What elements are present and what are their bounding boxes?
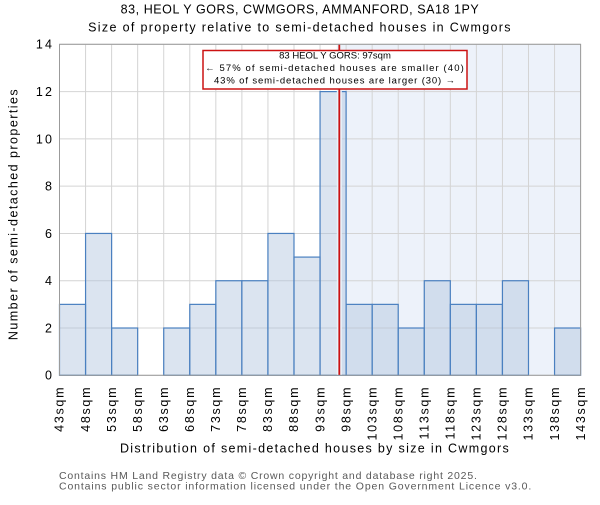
svg-text:83sqm: 83sqm [261,386,275,432]
svg-text:48sqm: 48sqm [79,386,93,432]
svg-text:2: 2 [45,321,54,335]
svg-text:Number of semi-detached proper: Number of semi-detached properties [7,88,21,340]
svg-text:128sqm: 128sqm [496,386,510,441]
svg-text:143sqm: 143sqm [574,386,588,441]
svg-text:6: 6 [45,227,54,241]
svg-text:98sqm: 98sqm [339,386,353,432]
svg-text:12: 12 [36,85,54,99]
svg-text:113sqm: 113sqm [417,386,431,440]
svg-text:Contains public sector informa: Contains public sector information licen… [59,481,532,493]
svg-text:118sqm: 118sqm [444,386,458,440]
svg-text:43% of semi-detached houses ar: 43% of semi-detached houses are larger (… [214,76,456,87]
svg-text:103sqm: 103sqm [365,386,379,441]
svg-text:0: 0 [45,369,54,383]
svg-text:58sqm: 58sqm [131,386,145,432]
svg-text:93sqm: 93sqm [313,386,327,432]
svg-text:43sqm: 43sqm [53,386,67,432]
svg-text:Size of property relative to s: Size of property relative to semi-detach… [88,21,512,35]
svg-text:10: 10 [36,132,54,146]
svg-text:53sqm: 53sqm [105,386,119,432]
svg-text:83 HEOL Y GORS: 97sqm: 83 HEOL Y GORS: 97sqm [279,51,391,62]
svg-text:73sqm: 73sqm [209,386,223,432]
svg-text:Contains HM Land Registry data: Contains HM Land Registry data © Crown c… [59,470,478,482]
svg-text:123sqm: 123sqm [470,386,484,441]
svg-text:138sqm: 138sqm [548,386,562,441]
svg-text:108sqm: 108sqm [391,386,405,441]
svg-text:83, HEOL Y GORS, CWMGORS, AMMA: 83, HEOL Y GORS, CWMGORS, AMMANFORD, SA1… [121,3,480,17]
svg-text:133sqm: 133sqm [522,386,536,441]
svg-text:8: 8 [45,180,54,194]
svg-text:63sqm: 63sqm [157,386,171,432]
svg-text:68sqm: 68sqm [183,386,197,432]
svg-text:← 57% of semi-detached houses: ← 57% of semi-detached houses are smalle… [205,63,465,74]
svg-text:78sqm: 78sqm [235,386,249,432]
svg-text:4: 4 [45,274,54,288]
svg-text:Distribution of semi-detached: Distribution of semi-detached houses by … [120,442,510,456]
svg-text:14: 14 [36,38,54,52]
svg-text:88sqm: 88sqm [287,386,301,432]
